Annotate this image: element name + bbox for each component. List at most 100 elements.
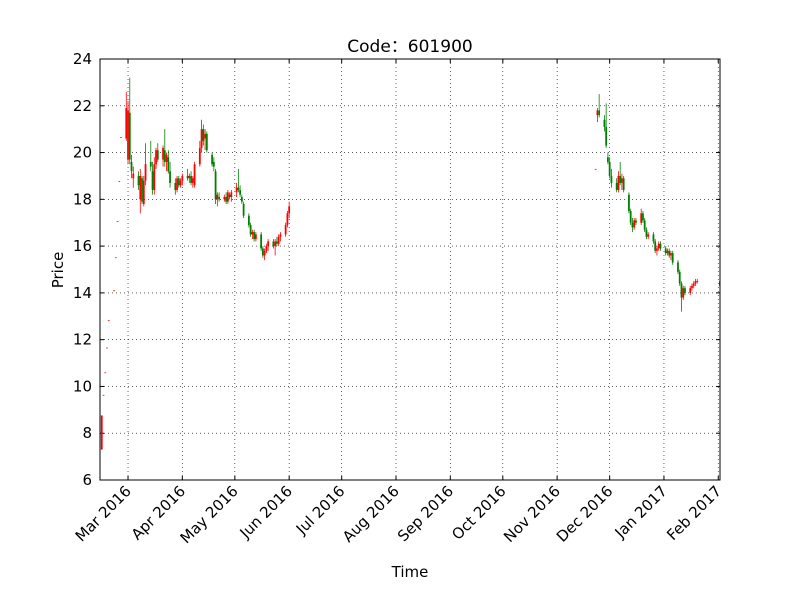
candle-body bbox=[155, 150, 157, 165]
x-tick-label: May 2016 bbox=[177, 482, 242, 547]
candle-body bbox=[692, 283, 695, 286]
candle-body bbox=[654, 241, 657, 251]
candle-body bbox=[657, 243, 660, 249]
candle-body bbox=[165, 154, 168, 162]
candle-body bbox=[240, 196, 243, 202]
candle-body bbox=[608, 161, 611, 176]
candle-body bbox=[261, 248, 264, 256]
candle-body bbox=[149, 161, 152, 167]
candle-body bbox=[128, 112, 131, 160]
candle-body bbox=[153, 164, 156, 190]
candle-body bbox=[659, 243, 662, 249]
y-tick-label: 6 bbox=[82, 471, 92, 489]
candle-body bbox=[664, 248, 667, 254]
candle-body bbox=[607, 157, 609, 162]
candle-body bbox=[645, 229, 648, 237]
y-tick-label: 8 bbox=[82, 424, 92, 442]
candle-body bbox=[682, 288, 685, 298]
y-tick-label: 14 bbox=[73, 284, 92, 302]
candle-body bbox=[272, 241, 275, 247]
candle-body bbox=[186, 175, 189, 179]
candle-body bbox=[190, 175, 192, 183]
candle-body bbox=[691, 285, 693, 289]
candle-body bbox=[181, 175, 184, 181]
candle-body bbox=[275, 241, 278, 244]
candle-body bbox=[177, 178, 180, 186]
candle-body bbox=[235, 187, 238, 193]
x-tick-label: Sep 2016 bbox=[394, 482, 457, 545]
x-tick-label: Jul 2016 bbox=[292, 482, 349, 539]
candle-body bbox=[226, 192, 229, 202]
candle-body bbox=[284, 225, 287, 235]
y-tick-label: 24 bbox=[73, 50, 92, 68]
x-tick-label: Jun 2016 bbox=[236, 482, 296, 542]
candle-body bbox=[162, 147, 164, 160]
candle-body bbox=[200, 129, 203, 148]
candle-body bbox=[239, 189, 242, 195]
grid-layer bbox=[100, 58, 720, 481]
candle-body bbox=[191, 178, 194, 183]
candle-body bbox=[596, 110, 599, 116]
candle-body bbox=[116, 221, 119, 222]
candle-body bbox=[242, 204, 245, 216]
candle-body bbox=[615, 182, 618, 190]
candle-body bbox=[617, 175, 620, 190]
candle-body bbox=[254, 234, 257, 240]
candle-body bbox=[279, 234, 282, 237]
candle-body bbox=[179, 180, 182, 186]
candle-body bbox=[120, 137, 122, 138]
candle-body bbox=[610, 175, 613, 183]
candle-body bbox=[106, 347, 108, 349]
candle-body bbox=[652, 234, 655, 242]
candle-body bbox=[113, 290, 115, 292]
candle-body bbox=[228, 194, 231, 197]
candle-body bbox=[176, 178, 178, 190]
candle-body bbox=[253, 232, 256, 240]
candle-body bbox=[163, 150, 166, 162]
candle-body bbox=[223, 196, 226, 200]
candle-body bbox=[237, 187, 240, 190]
y-axis-label: Price bbox=[49, 252, 67, 289]
candle-body bbox=[621, 178, 623, 183]
y-tick-label: 20 bbox=[73, 144, 92, 162]
candle-body bbox=[251, 232, 254, 235]
candle-body bbox=[274, 241, 277, 247]
candle-body bbox=[267, 241, 270, 247]
x-axis-label: Time bbox=[391, 563, 429, 581]
candle-body bbox=[188, 175, 191, 179]
y-tick-label: 10 bbox=[73, 377, 92, 395]
candle-body bbox=[102, 394, 105, 396]
candle-body bbox=[100, 415, 103, 450]
candle-body bbox=[151, 171, 154, 190]
candle-body bbox=[114, 257, 117, 259]
candle-body bbox=[214, 171, 217, 200]
candle-body bbox=[156, 150, 159, 160]
candle-body bbox=[249, 225, 252, 235]
candle-body bbox=[107, 320, 110, 322]
candles bbox=[100, 77, 720, 450]
candle-body bbox=[144, 164, 147, 181]
candle-body bbox=[125, 108, 128, 139]
candle-body bbox=[142, 180, 145, 205]
chart-title: Code：601900 bbox=[347, 37, 472, 57]
candle-body bbox=[647, 234, 650, 237]
candle-body bbox=[622, 178, 625, 190]
candle-body bbox=[230, 192, 233, 197]
candle-body bbox=[216, 194, 219, 200]
candle-body bbox=[277, 236, 280, 244]
candle-body bbox=[193, 164, 196, 186]
candle-body bbox=[265, 246, 268, 251]
candle-body bbox=[656, 248, 658, 251]
y-tick-label: 16 bbox=[73, 237, 92, 255]
candle-body bbox=[139, 175, 142, 200]
candle-body bbox=[689, 288, 692, 293]
candle-body bbox=[225, 196, 228, 202]
candle-body bbox=[218, 196, 220, 200]
candle-body bbox=[202, 129, 205, 141]
x-tick-label: Aug 2016 bbox=[339, 482, 403, 546]
candle-body bbox=[678, 271, 681, 284]
x-tick-label: Jan 2017 bbox=[611, 482, 671, 542]
candle-body bbox=[696, 281, 699, 282]
y-tick-label: 12 bbox=[73, 331, 92, 349]
